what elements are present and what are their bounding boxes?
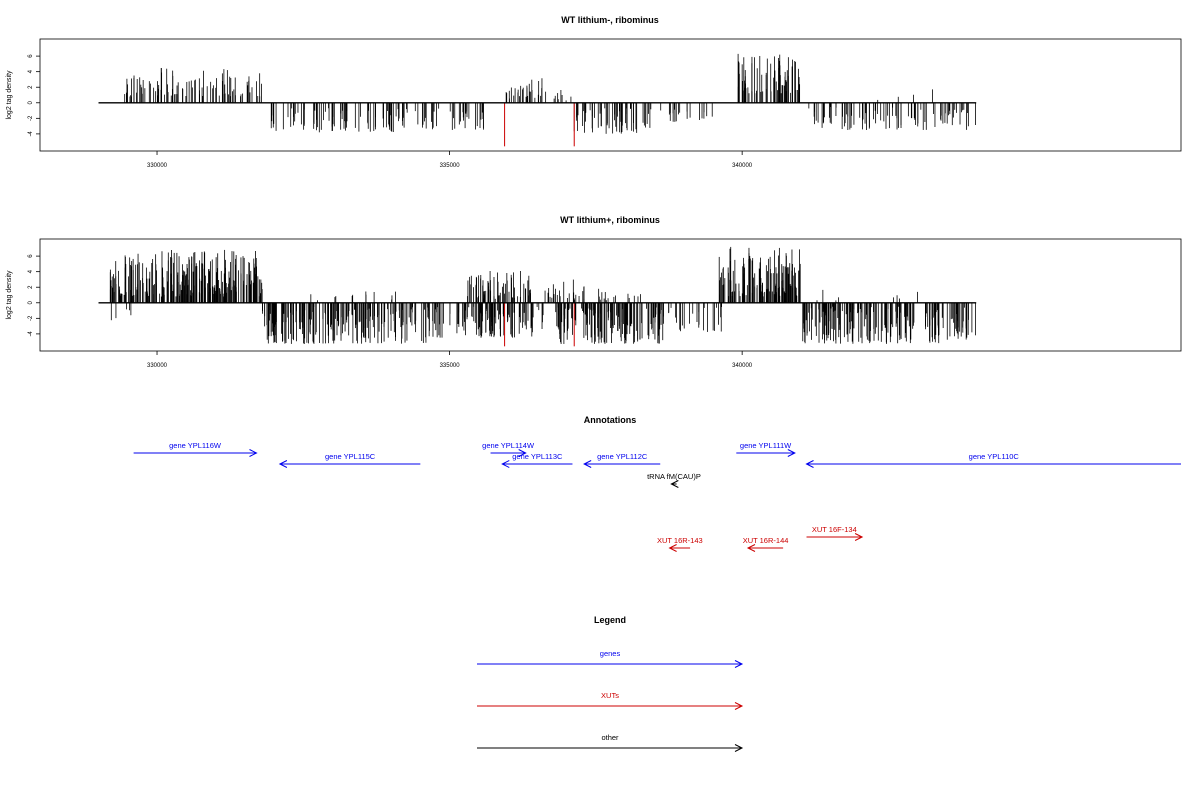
panel-title: WT lithium-, ribominus [561,15,659,25]
x-tick-label: 330000 [147,163,168,169]
annotation-feature: gene YPL114W [482,441,535,457]
arrow-head [734,702,744,710]
y-tick-label: 6 [28,54,34,58]
arrow-head [787,449,796,457]
plot-frame [39,238,1182,352]
panel-wt-lithium-plus: WT lithium+, ribominus log2 tag density … [6,215,1182,369]
data-bars [98,246,977,347]
legend-label: XUTs [601,691,619,700]
arrow-head [854,533,864,541]
annotation-feature: XUT 16R-144 [743,536,789,552]
annotation-feature: gene YPL111W [736,441,796,457]
annotations-title: Annotations [584,415,637,425]
arrow-head [249,449,258,457]
arrow-head [278,460,288,468]
x-tick-label: 340000 [732,163,753,169]
y-tick-label: 2 [28,85,34,89]
annotation-feature: XUT 16F-134 [806,525,864,541]
legend-entry: genes [477,649,744,668]
x-tick-label: 335000 [440,363,461,369]
feature-label: gene YPL112C [597,452,648,461]
y-tick-label: -4 [28,331,34,337]
y-tick-label: 0 [28,100,34,104]
y-tick-label: 0 [28,300,34,304]
y-tick-label: 2 [28,285,34,289]
annotation-feature: gene YPL110C [805,452,1181,468]
annotation-feature: gene YPL112C [583,452,661,468]
annotation-feature: XUT 16R-143 [657,536,703,552]
feature-label: gene YPL114W [482,441,535,450]
feature-label: XUT 16R-143 [657,536,703,545]
annotation-feature: tRNA fM(CAU)P [647,472,701,488]
y-tick-label: -2 [28,315,34,321]
y-tick-label: 4 [28,269,34,273]
legend-label: genes [600,649,621,658]
arrow-head [734,744,744,752]
annotations-track: Annotations gene YPL116W gene YPL115C gene… [133,415,1181,552]
legend-title: Legend [594,615,626,625]
arrow-head [668,544,677,552]
data-bars [98,53,977,147]
feature-label: XUT 16F-134 [812,525,857,534]
panel-wt-lithium-minus: WT lithium-, ribominus log2 tag density … [6,15,1182,169]
arrow-head [746,544,756,552]
arrow-head [518,449,527,457]
axis-ticks: 330000 335000 340000 6 4 2 0 -2 -4 [28,54,753,169]
y-tick-label: -4 [28,131,34,137]
annotation-feature: gene YPL116W [133,441,258,457]
feature-label: gene YPL116W [169,441,222,450]
annotation-feature: gene YPL113C [501,452,573,468]
legend-label: other [601,733,619,742]
y-tick-label: 6 [28,254,34,258]
arrow-head [501,460,510,468]
legend-entry: XUTs [477,691,744,710]
x-tick-label: 335000 [440,163,461,169]
plot-frame [39,38,1182,152]
arrow-head [734,660,744,668]
feature-label: gene YPL115C [325,452,376,461]
panel-title: WT lithium+, ribominus [560,215,660,225]
x-tick-label: 330000 [147,363,168,369]
axis-ticks: 330000 335000 340000 6 4 2 0 -2 -4 [28,254,753,369]
y-tick-label: -2 [28,115,34,121]
feature-label: XUT 16R-144 [743,536,789,545]
feature-label: tRNA fM(CAU)P [647,472,701,481]
x-tick-label: 340000 [732,363,753,369]
legend: Legend genes XUTs other [477,615,744,752]
legend-entry: other [477,733,744,752]
annotation-feature: gene YPL115C [278,452,421,468]
arrow-head [583,460,592,468]
y-axis-label: log2 tag density [6,70,13,120]
arrow-head [805,460,814,468]
arrow-head [670,480,679,488]
y-tick-label: 4 [28,69,34,73]
feature-label: gene YPL111W [740,441,792,450]
feature-label: gene YPL110C [969,452,1020,461]
y-axis-label: log2 tag density [6,270,13,320]
feature-label: gene YPL113C [512,452,563,461]
